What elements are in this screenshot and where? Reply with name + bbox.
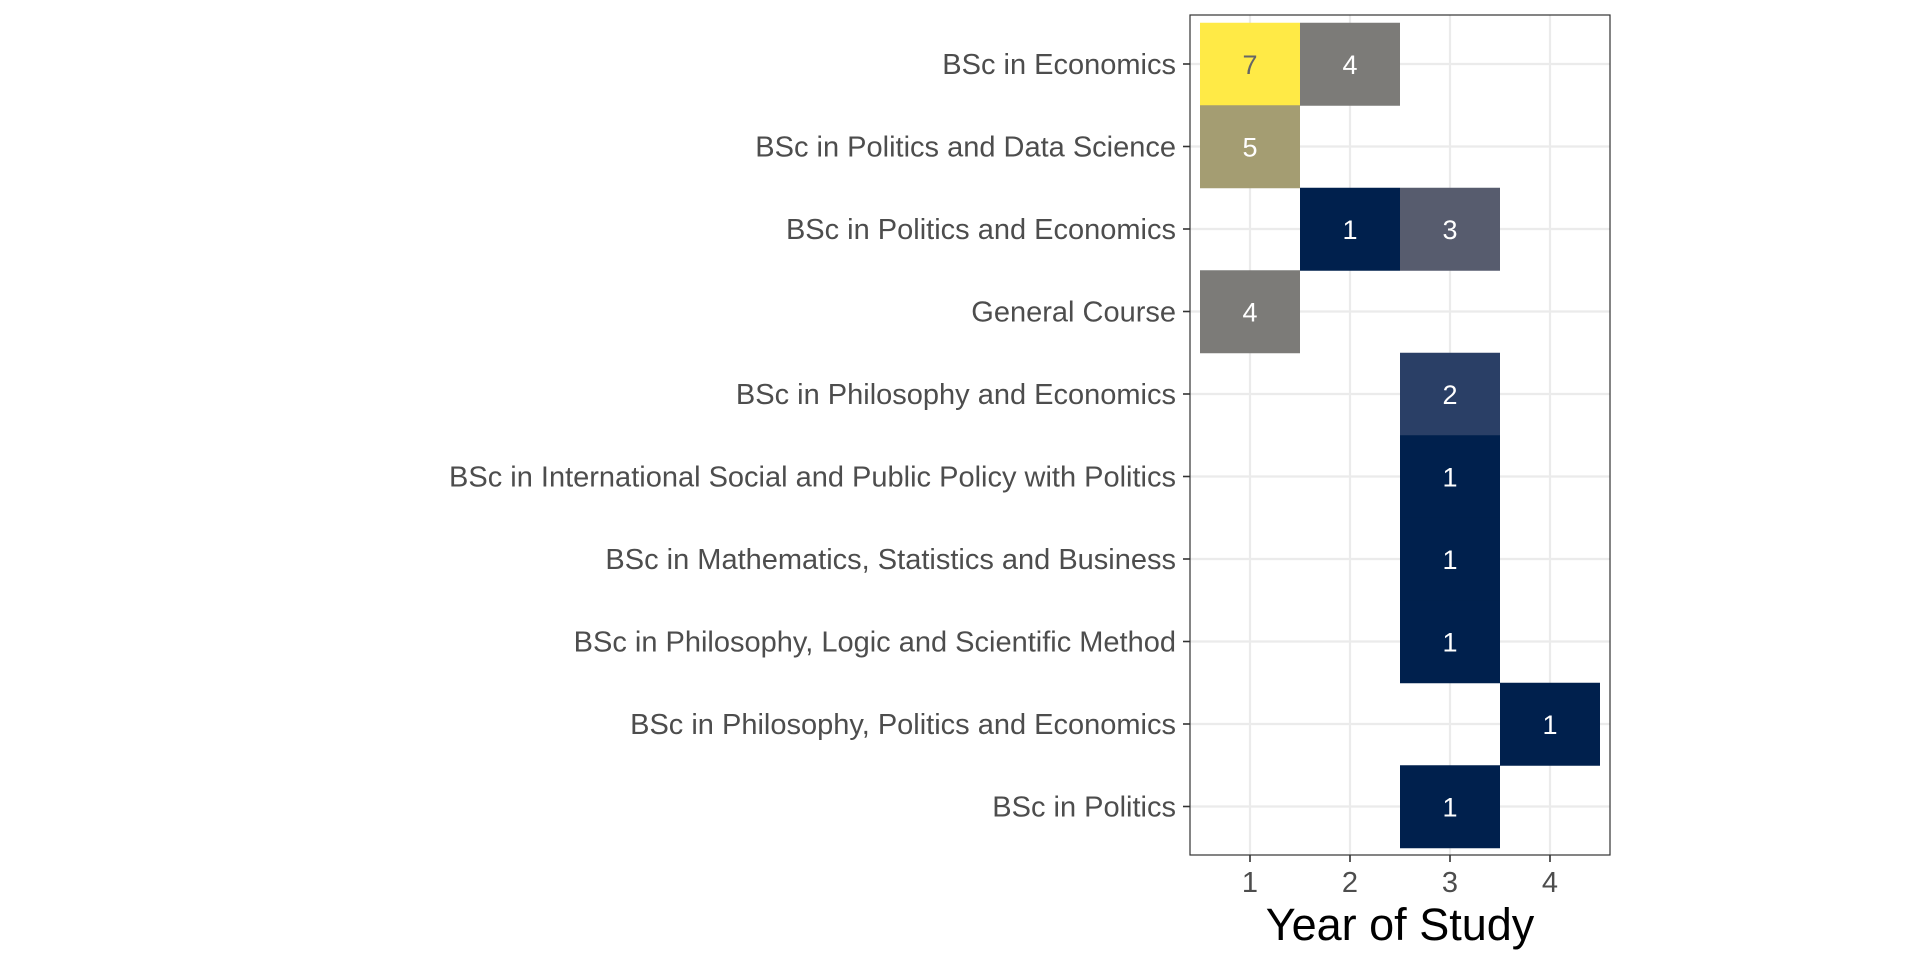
x-tick-label: 1 [1242, 867, 1258, 899]
cell-value-label: 5 [1242, 133, 1257, 163]
heatmap-cell [1400, 765, 1500, 849]
cell-value-label: 4 [1342, 50, 1357, 80]
y-tick-label: BSc in International Social and Public P… [449, 462, 1176, 494]
heatmap-cell [1300, 22, 1400, 106]
heatmap-cell [1400, 435, 1500, 519]
y-tick-label: BSc in Politics and Economics [786, 214, 1176, 246]
heatmap-cell [1400, 352, 1500, 436]
heatmap-cells [1200, 22, 1600, 849]
heatmap-cell [1200, 270, 1300, 354]
y-axis: BSc in Economics BSc in Politics and Data… [449, 49, 1190, 824]
heatmap-cell [1500, 682, 1600, 766]
y-tick-label: BSc in Economics [942, 49, 1176, 81]
x-tick-label: 2 [1342, 867, 1358, 899]
heatmap-cell [1400, 600, 1500, 684]
cell-value-label: 3 [1442, 215, 1457, 245]
panel-border [1189, 14, 1611, 856]
cell-value-label: 4 [1242, 298, 1257, 328]
y-tick-label: BSc in Mathematics, Statistics and Busin… [605, 544, 1176, 576]
cell-labels: 7 4 5 1 3 4 2 1 1 1 1 1 [1242, 50, 1557, 823]
cell-value-label: 1 [1442, 793, 1457, 823]
y-tick-label: General Course [971, 297, 1176, 329]
y-tick-label: BSc in Philosophy and Economics [736, 379, 1176, 411]
y-tick-label: BSc in Politics and Data Science [755, 132, 1176, 164]
x-axis-title: Year of Study [1266, 899, 1535, 950]
cell-value-label: 1 [1442, 463, 1457, 493]
cell-value-label: 1 [1442, 545, 1457, 575]
cell-value-label: 2 [1442, 380, 1457, 410]
heatmap-cell [1300, 187, 1400, 271]
heatmap-cell [1400, 187, 1500, 271]
heatmap-cell [1200, 22, 1300, 106]
cell-value-label: 1 [1342, 215, 1357, 245]
x-tick-label: 4 [1542, 867, 1558, 899]
y-tick-label: BSc in Philosophy, Logic and Scientific … [574, 627, 1176, 659]
heatmap-cell [1400, 517, 1500, 601]
heatmap-cell [1200, 105, 1300, 189]
x-tick-label: 3 [1442, 867, 1458, 899]
cell-value-label: 7 [1242, 50, 1257, 80]
x-axis: 1 2 3 4 [1242, 855, 1558, 899]
cell-value-label: 1 [1442, 628, 1457, 658]
y-tick-label: BSc in Philosophy, Politics and Economic… [630, 709, 1176, 741]
cell-value-label: 1 [1542, 710, 1557, 740]
y-tick-label: BSc in Politics [992, 792, 1176, 824]
